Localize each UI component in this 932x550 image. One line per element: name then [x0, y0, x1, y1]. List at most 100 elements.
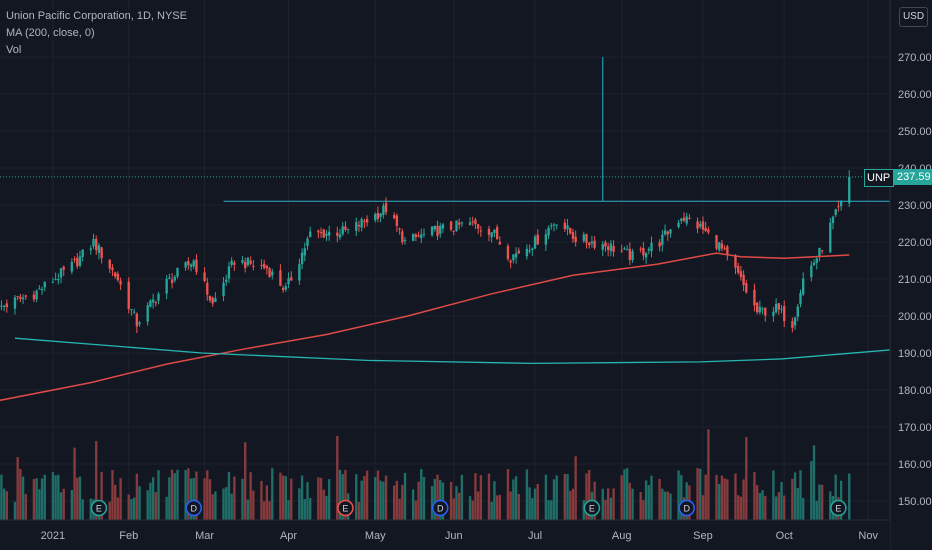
- y-tick-label: 270.00: [898, 52, 932, 64]
- earnings-event-icon[interactable]: [90, 499, 108, 517]
- volume-bar: [252, 490, 255, 520]
- candle-body: [430, 226, 434, 236]
- candle-body: [13, 297, 17, 309]
- symbol-price-tag: UNP: [864, 169, 894, 187]
- volume-bar: [666, 491, 669, 520]
- candle-body: [631, 251, 634, 261]
- volume-bar: [135, 473, 139, 520]
- candle-body: [436, 225, 439, 236]
- volume-bar: [173, 473, 176, 520]
- earnings-event-icon[interactable]: [337, 499, 354, 517]
- volume-bar: [411, 489, 415, 520]
- volume-bar: [227, 471, 231, 520]
- volume-bar: [303, 499, 306, 520]
- dividend-event-icon[interactable]: [185, 499, 202, 517]
- candle-body: [704, 228, 707, 232]
- volume-bar: [761, 490, 764, 520]
- candle-body: [374, 213, 377, 221]
- volume-bar: [737, 495, 740, 520]
- candle-body: [663, 230, 667, 235]
- candle-body: [265, 265, 269, 269]
- candle-body: [154, 302, 157, 304]
- volume-bar: [70, 490, 74, 520]
- volume-bar: [138, 486, 141, 520]
- volume-bar: [165, 496, 168, 520]
- candle-body: [745, 283, 748, 293]
- candle-body: [682, 217, 686, 221]
- candle-body: [590, 241, 594, 244]
- volume-bar: [739, 496, 743, 520]
- volume-bar: [680, 475, 683, 520]
- candle-body: [585, 233, 588, 243]
- volume-bar: [609, 497, 613, 520]
- candle-body: [439, 225, 442, 234]
- candle-body: [195, 259, 198, 272]
- candle-body: [696, 221, 699, 229]
- volume-bar: [512, 479, 515, 520]
- candle-body: [737, 266, 740, 273]
- volume-bar: [452, 498, 455, 520]
- volume-bar: [13, 501, 17, 520]
- volume-bar: [487, 473, 491, 520]
- currency-label[interactable]: USD: [899, 7, 928, 27]
- candle-body: [54, 278, 57, 280]
- candle-body: [357, 224, 361, 227]
- volume-bar: [184, 469, 187, 520]
- volume-bar: [753, 472, 756, 520]
- dividend-event-icon[interactable]: [678, 499, 695, 517]
- symbol-title[interactable]: Union Pacific Corporation, 1D, NYSE: [6, 10, 187, 22]
- volume-bar: [19, 468, 22, 520]
- volume-bar: [780, 482, 783, 520]
- volume-bar: [376, 470, 380, 520]
- candle-body: [531, 248, 534, 251]
- candle-body: [303, 248, 306, 256]
- volume-bar: [132, 497, 136, 520]
- x-tick-label: Jun: [445, 530, 463, 542]
- candle-body: [512, 254, 515, 261]
- volume-bar: [16, 457, 19, 520]
- volume-indicator-label[interactable]: Vol: [6, 44, 22, 56]
- candle-body: [533, 236, 537, 249]
- candle-body: [791, 321, 794, 328]
- volume-bar: [430, 486, 434, 520]
- candle-body: [146, 305, 149, 322]
- volume-bar: [233, 476, 236, 520]
- candle-body: [601, 244, 604, 250]
- volume-bar: [810, 461, 813, 520]
- volume-bar: [100, 471, 103, 520]
- volume-bar: [2, 488, 6, 520]
- y-tick-label: 170.00: [898, 422, 932, 434]
- candle-body: [211, 297, 214, 304]
- candle-body: [685, 216, 688, 224]
- volume-bar: [791, 478, 794, 520]
- candle-body: [170, 279, 174, 284]
- volume-bar: [718, 484, 721, 520]
- candle-body: [40, 289, 44, 291]
- candle-body: [433, 225, 436, 230]
- candle-body: [479, 230, 483, 232]
- volume-bar: [309, 498, 312, 520]
- volume-bar: [78, 476, 82, 520]
- volume-bar: [192, 477, 195, 520]
- candle-body: [818, 247, 821, 257]
- candle-body: [214, 298, 217, 302]
- ma-indicator-label[interactable]: MA (200, close, 0): [6, 27, 95, 39]
- earnings-event-icon[interactable]: [830, 499, 847, 517]
- event-marker-label: D: [437, 504, 444, 514]
- candle-body: [187, 261, 190, 266]
- candle-body: [639, 248, 642, 250]
- volume-bar: [76, 477, 79, 520]
- dividend-event-icon[interactable]: [431, 499, 449, 517]
- earnings-event-icon[interactable]: [583, 499, 601, 517]
- candle-body: [298, 264, 301, 281]
- volume-bar: [514, 476, 518, 520]
- volume-bar: [812, 445, 816, 520]
- volume-bar: [550, 500, 553, 520]
- candle-body: [73, 259, 76, 261]
- volume-bar: [468, 496, 472, 520]
- volume-bar: [815, 500, 818, 520]
- candle-body: [723, 248, 726, 250]
- candle-body: [379, 213, 382, 217]
- x-tick-label: Jul: [528, 530, 542, 542]
